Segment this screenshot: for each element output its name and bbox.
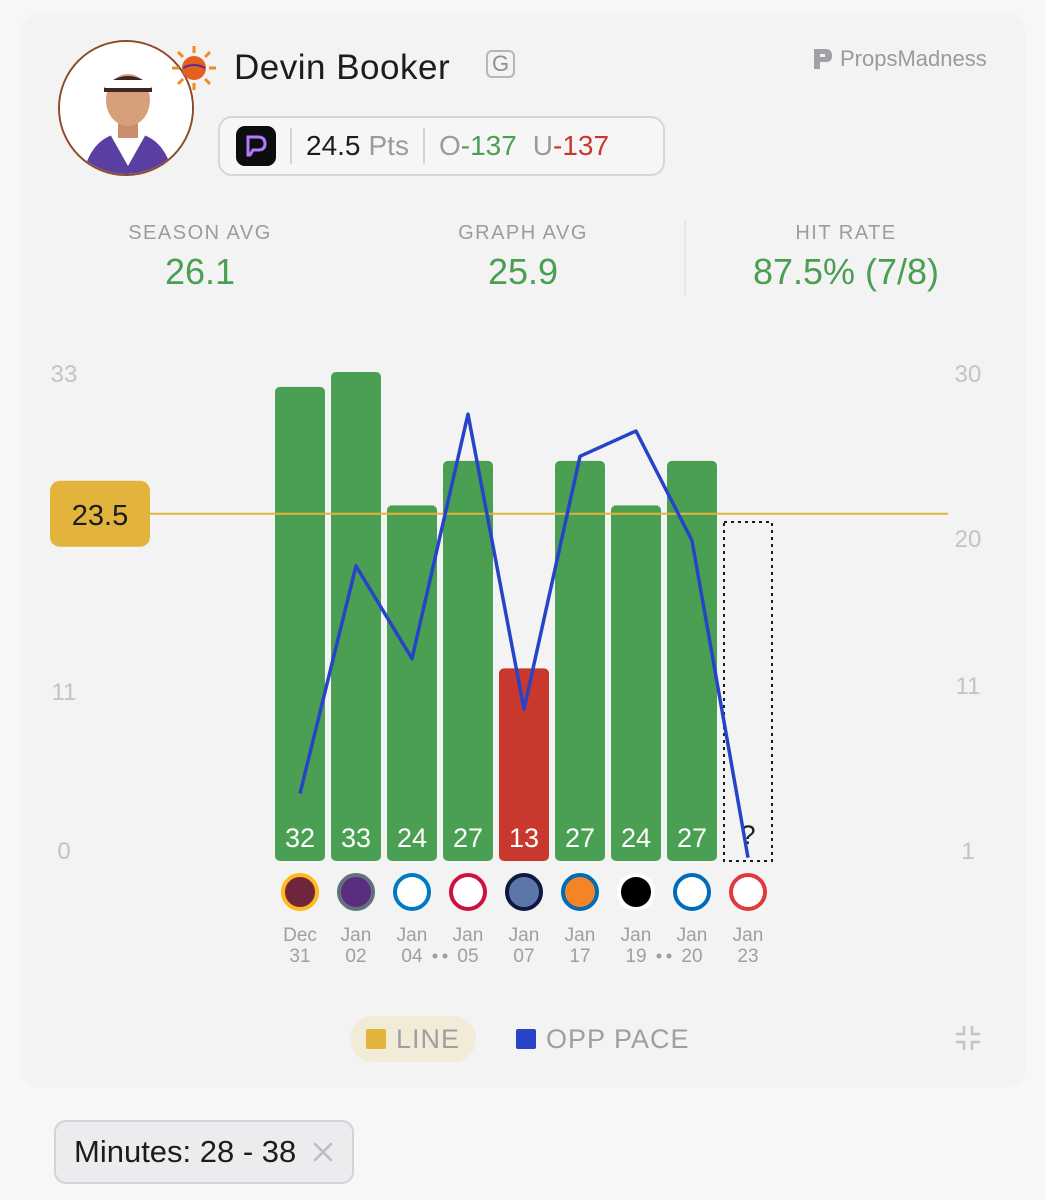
prop-line-unit: Pts xyxy=(368,130,409,161)
stat-divider xyxy=(684,220,686,296)
collapse-icon[interactable] xyxy=(954,1024,982,1052)
close-icon[interactable] xyxy=(312,1141,334,1163)
bar-over xyxy=(443,460,493,861)
date-label: 23 xyxy=(737,946,758,967)
left-axis-tick: 11 xyxy=(52,679,77,706)
opp-pace-line xyxy=(298,412,750,858)
bar-over xyxy=(611,505,661,861)
bar-over xyxy=(555,460,605,861)
over-label: O xyxy=(438,130,461,161)
bar-value-label: 13 xyxy=(509,823,539,853)
right-axis-tick: 1 xyxy=(961,838,974,865)
suns-logo-icon xyxy=(170,44,218,92)
76ers-logo-icon xyxy=(673,873,711,911)
pill-divider xyxy=(290,128,292,164)
bar-value-label: 32 xyxy=(285,823,315,853)
right-axis-tick: 20 xyxy=(955,526,982,553)
date-label: Dec xyxy=(283,925,317,946)
bar-over xyxy=(387,505,437,861)
prop-line-pill[interactable]: 24.5 Pts O-137 U-137 xyxy=(218,116,665,176)
back-to-back-dot xyxy=(442,953,448,959)
under-odds-value: -137 xyxy=(553,130,610,161)
player-position-badge: G xyxy=(486,50,516,78)
rockets-logo-icon xyxy=(449,873,487,911)
date-label: 07 xyxy=(513,946,534,967)
season-avg-value: 26.1 xyxy=(164,251,236,292)
date-label: Jan xyxy=(733,925,764,946)
hit-rate-value: 87.5% (7/8) xyxy=(752,251,940,292)
propsmadness-logo-icon xyxy=(814,49,832,69)
legend-line-label: LINE xyxy=(396,1023,461,1054)
over-odds[interactable]: O-137 xyxy=(439,130,517,162)
line-value-badge xyxy=(50,480,150,547)
bar-value-label: 27 xyxy=(565,823,595,853)
date-label: 17 xyxy=(569,946,590,967)
bar-under xyxy=(499,668,549,861)
grizzlies-logo-icon xyxy=(505,873,543,911)
brand-logo: PropsMadness xyxy=(812,46,987,72)
points-bar-chart: 332211030201113233242713272427?23.5Dec31… xyxy=(50,361,982,967)
pending-bar xyxy=(723,521,773,862)
pace-swatch xyxy=(516,1029,536,1049)
date-label: Jan xyxy=(453,925,484,946)
bar-value-label: 24 xyxy=(621,823,651,853)
date-label: 20 xyxy=(681,946,702,967)
brand-name: PropsMadness xyxy=(840,46,987,71)
date-label: 05 xyxy=(457,946,478,967)
right-axis-tick: 11 xyxy=(956,673,981,700)
line-swatch xyxy=(366,1029,386,1049)
left-axis-tick: 0 xyxy=(57,838,70,865)
under-odds[interactable]: U-137 xyxy=(533,130,609,162)
prizepicks-logo-icon xyxy=(236,126,276,166)
date-label: Jan xyxy=(397,925,428,946)
graph-avg-label: GRAPH AVG xyxy=(458,222,588,244)
bar-value-label: 27 xyxy=(453,823,483,853)
legend-line-toggle[interactable]: LINE xyxy=(350,1016,477,1062)
under-label: U xyxy=(532,130,554,161)
bar-over xyxy=(667,460,717,861)
date-label: 31 xyxy=(289,946,310,967)
player-avatar xyxy=(58,40,194,176)
date-label: Jan xyxy=(621,925,652,946)
pill-divider xyxy=(422,128,425,164)
bar-value-label: 33 xyxy=(341,823,371,853)
date-label: Jan xyxy=(509,925,540,946)
back-to-back-dot xyxy=(432,953,438,959)
minutes-filter-label: Minutes: 28 - 38 xyxy=(74,1134,297,1169)
over-odds-value: -137 xyxy=(460,130,517,161)
cavaliers-logo-icon xyxy=(281,873,319,911)
bar-over xyxy=(331,372,381,861)
back-to-back-dot xyxy=(656,953,662,959)
bar-value-label: 24 xyxy=(397,823,427,853)
right-axis-tick: 30 xyxy=(955,361,982,388)
line-value-label: 23.5 xyxy=(72,500,128,532)
player-name: Devin Booker xyxy=(234,48,451,87)
back-to-back-dot xyxy=(666,953,672,959)
date-label: Jan xyxy=(341,925,372,946)
prop-line-value: 24.5 xyxy=(306,130,361,161)
date-label: 19 xyxy=(625,946,646,967)
thunder-logo-icon xyxy=(393,873,431,911)
bar-value-label: 27 xyxy=(677,823,707,853)
season-avg-label: SEASON AVG xyxy=(128,222,272,244)
kings-logo-icon xyxy=(337,873,375,911)
hawks-logo-icon xyxy=(729,873,767,911)
legend-pace-toggle[interactable]: OPP PACE xyxy=(516,1016,690,1062)
date-label: Jan xyxy=(677,925,708,946)
graph-avg-stat: GRAPH AVG 25.9 xyxy=(403,222,643,293)
knicks-logo-icon xyxy=(561,873,599,911)
legend-pace-label: OPP PACE xyxy=(546,1023,690,1054)
left-axis-tick: 33 xyxy=(51,361,78,388)
date-label: 04 xyxy=(401,946,423,967)
graph-avg-value: 25.9 xyxy=(487,251,559,292)
season-avg-stat: SEASON AVG 26.1 xyxy=(80,222,320,293)
date-label: Jan xyxy=(565,925,596,946)
hit-rate-label: HIT RATE xyxy=(795,222,897,244)
minutes-filter-chip[interactable]: Minutes: 28 - 38 xyxy=(54,1120,355,1184)
date-label: 02 xyxy=(345,946,366,967)
nets-logo-icon xyxy=(617,873,655,911)
hit-rate-stat: HIT RATE 87.5% (7/8) xyxy=(706,222,986,293)
